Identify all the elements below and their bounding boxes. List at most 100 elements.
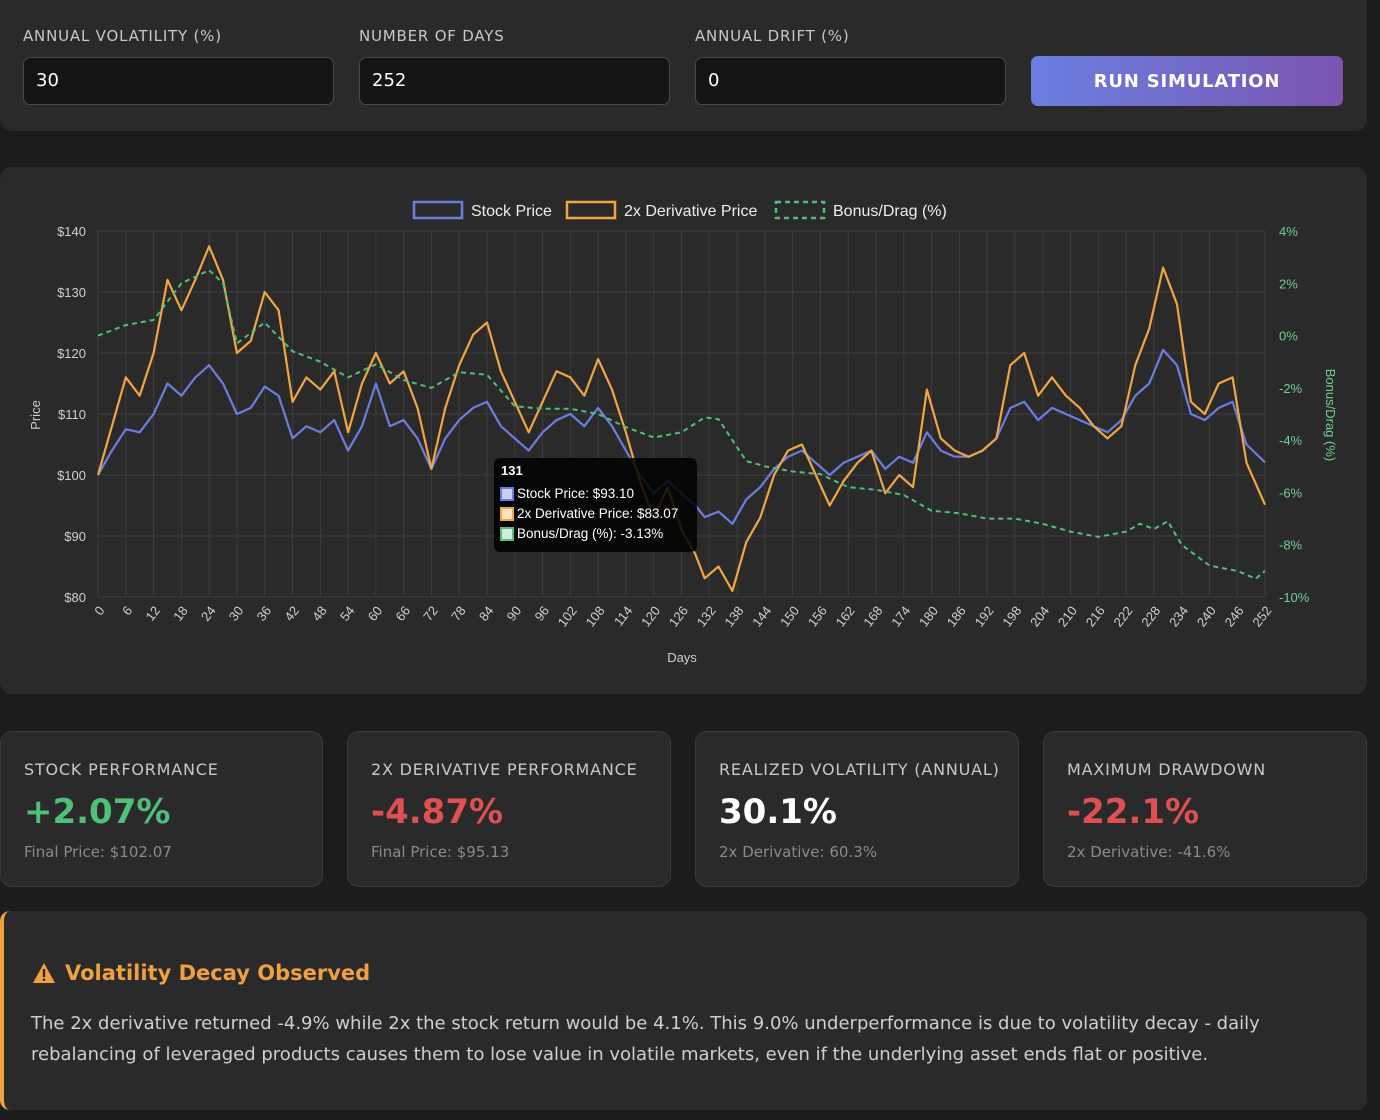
y2-tick-label: 4% <box>1279 224 1298 239</box>
days-field: NUMBER OF DAYS 252 <box>359 24 670 105</box>
x-tick-label: 210 <box>1055 603 1080 629</box>
volatility-decay-alert: Volatility Decay Observed The 2x derivat… <box>0 911 1367 1110</box>
x-tick-label: 30 <box>226 603 247 624</box>
days-input[interactable]: 252 <box>359 57 670 105</box>
legend-derivative-label: 2x Derivative Price <box>624 203 757 220</box>
x-tick-label: 138 <box>721 603 746 629</box>
x-tick-label: 6 <box>119 603 135 618</box>
drift-input[interactable]: 0 <box>695 57 1006 105</box>
volatility-field: ANNUAL VOLATILITY (%) 30 <box>23 24 334 105</box>
x-tick-label: 228 <box>1138 603 1163 629</box>
alert-title-text: Volatility Decay Observed <box>65 961 371 985</box>
y2-tick-label: -4% <box>1279 433 1303 448</box>
x-tick-label: 84 <box>476 603 497 624</box>
y2-tick-label: 0% <box>1279 329 1298 344</box>
x-tick-label: 156 <box>805 603 830 629</box>
tooltip-row-bonus: Bonus/Drag (%): -3.13% <box>500 524 691 544</box>
y2-tick-label: -8% <box>1279 538 1303 553</box>
x-tick-label: 72 <box>420 603 441 624</box>
tooltip-text-derivative: 2x Derivative Price: $83.07 <box>517 506 679 521</box>
alert-body: The 2x derivative returned -4.9% while 2… <box>31 1013 1260 1065</box>
legend-derivative-swatch <box>565 200 617 220</box>
x-tick-label: 198 <box>999 603 1024 629</box>
y-tick-label: $80 <box>64 590 86 605</box>
stat-label: STOCK PERFORMANCE <box>24 760 219 779</box>
x-tick-label: 132 <box>694 603 719 629</box>
y-tick-label: $130 <box>57 285 86 300</box>
x-tick-label: 222 <box>1110 603 1135 629</box>
simulation-controls: ANNUAL VOLATILITY (%) 30 NUMBER OF DAYS … <box>0 0 1367 131</box>
x-tick-label: 36 <box>254 603 275 624</box>
stat-value: +2.07% <box>24 792 171 832</box>
x-tick-label: 252 <box>1249 603 1274 629</box>
x-tick-label: 24 <box>198 603 219 624</box>
x-tick-label: 66 <box>392 603 413 624</box>
y-axis-title: Price <box>28 400 43 430</box>
legend-bonus-label: Bonus/Drag (%) <box>833 203 947 220</box>
y2-tick-label: -6% <box>1279 485 1303 500</box>
stat-label: MAXIMUM DRAWDOWN <box>1067 760 1267 779</box>
y-tick-label: $120 <box>57 346 86 361</box>
x-tick-label: 240 <box>1194 603 1219 629</box>
price-chart[interactable]: $140 $130 $120 $110 $100 $90 $80 4% 2% 0% -2% -4% -6… <box>0 167 1367 694</box>
x-tick-label: 90 <box>504 603 525 624</box>
x-tick-label: 168 <box>860 603 885 629</box>
stat-value: -4.87% <box>371 792 504 832</box>
drift-field: ANNUAL DRIFT (%) 0 <box>695 24 1006 105</box>
x-tick-label: 174 <box>888 603 913 629</box>
tooltip-text-stock: Stock Price: $93.10 <box>517 486 635 501</box>
y2-tick-label: -10% <box>1279 590 1310 605</box>
x-tick-label: 96 <box>531 603 552 624</box>
y-tick-label: $140 <box>57 224 86 239</box>
y2-axis-title: Bonus/Drag (%) <box>1323 369 1338 461</box>
stat-card-stock: STOCK PERFORMANCE +2.07% Final Price: $1… <box>0 731 323 887</box>
x-tick-label: 114 <box>611 603 636 629</box>
tooltip-row-stock: Stock Price: $93.10 <box>500 484 691 504</box>
x-tick-label: 12 <box>142 603 163 624</box>
legend-stock-swatch <box>412 200 464 220</box>
stat-subtext: Final Price: $102.07 <box>24 843 172 861</box>
alert-title: Volatility Decay Observed <box>32 961 370 985</box>
y2-tick-label: 2% <box>1279 276 1298 291</box>
y-tick-label: $110 <box>58 407 86 422</box>
stat-card-drawdown: MAXIMUM DRAWDOWN -22.1% 2x Derivative: -… <box>1043 731 1367 887</box>
x-tick-label: 18 <box>170 603 191 624</box>
x-tick-label: 108 <box>582 603 607 629</box>
x-tick-label: 216 <box>1083 603 1108 629</box>
x-tick-label: 42 <box>281 603 302 624</box>
chart-tooltip: 131 Stock Price: $93.10 2x Derivative Pr… <box>494 458 697 552</box>
stat-value: -22.1% <box>1067 792 1200 832</box>
legend-stock-label: Stock Price <box>471 203 552 220</box>
x-tick-label: 102 <box>555 603 580 629</box>
x-tick-label: 0 <box>91 603 107 618</box>
warning-icon <box>33 963 55 983</box>
x-tick-label: 234 <box>1166 603 1191 629</box>
y-tick-label: $100 <box>57 468 86 483</box>
days-label: NUMBER OF DAYS <box>359 27 505 45</box>
x-tick-label: 180 <box>916 603 941 629</box>
x-tick-label: 126 <box>666 603 691 629</box>
x-tick-label: 48 <box>309 603 330 624</box>
bonus-drag-line <box>97 269 1266 580</box>
stat-value: 30.1% <box>719 792 837 832</box>
x-tick-label: 246 <box>1222 603 1247 629</box>
x-tick-label: 192 <box>971 603 996 629</box>
x-axis-title: Days <box>667 650 697 665</box>
stat-subtext: Final Price: $95.13 <box>371 843 510 861</box>
stat-card-derivative: 2X DERIVATIVE PERFORMANCE -4.87% Final P… <box>347 731 671 887</box>
x-tick-label: 186 <box>944 603 969 629</box>
x-tick-label: 150 <box>777 603 802 629</box>
x-tick-label: 120 <box>638 603 663 629</box>
stat-subtext: 2x Derivative: -41.6% <box>1067 843 1231 861</box>
chart-card: $140 $130 $120 $110 $100 $90 $80 4% 2% 0% -2% -4% -6… <box>0 167 1367 694</box>
run-simulation-button[interactable]: RUN SIMULATION <box>1031 56 1343 106</box>
stat-card-volatility: REALIZED VOLATILITY (ANNUAL) 30.1% 2x De… <box>695 731 1019 887</box>
tooltip-swatch-stock <box>500 487 514 501</box>
tooltip-row-derivative: 2x Derivative Price: $83.07 <box>500 504 691 524</box>
tooltip-title: 131 <box>501 463 523 478</box>
tooltip-swatch-bonus <box>500 527 514 541</box>
drift-label: ANNUAL DRIFT (%) <box>695 27 850 45</box>
stat-label: REALIZED VOLATILITY (ANNUAL) <box>719 760 1000 779</box>
volatility-input[interactable]: 30 <box>23 57 334 105</box>
x-tick-label: 60 <box>365 603 386 624</box>
